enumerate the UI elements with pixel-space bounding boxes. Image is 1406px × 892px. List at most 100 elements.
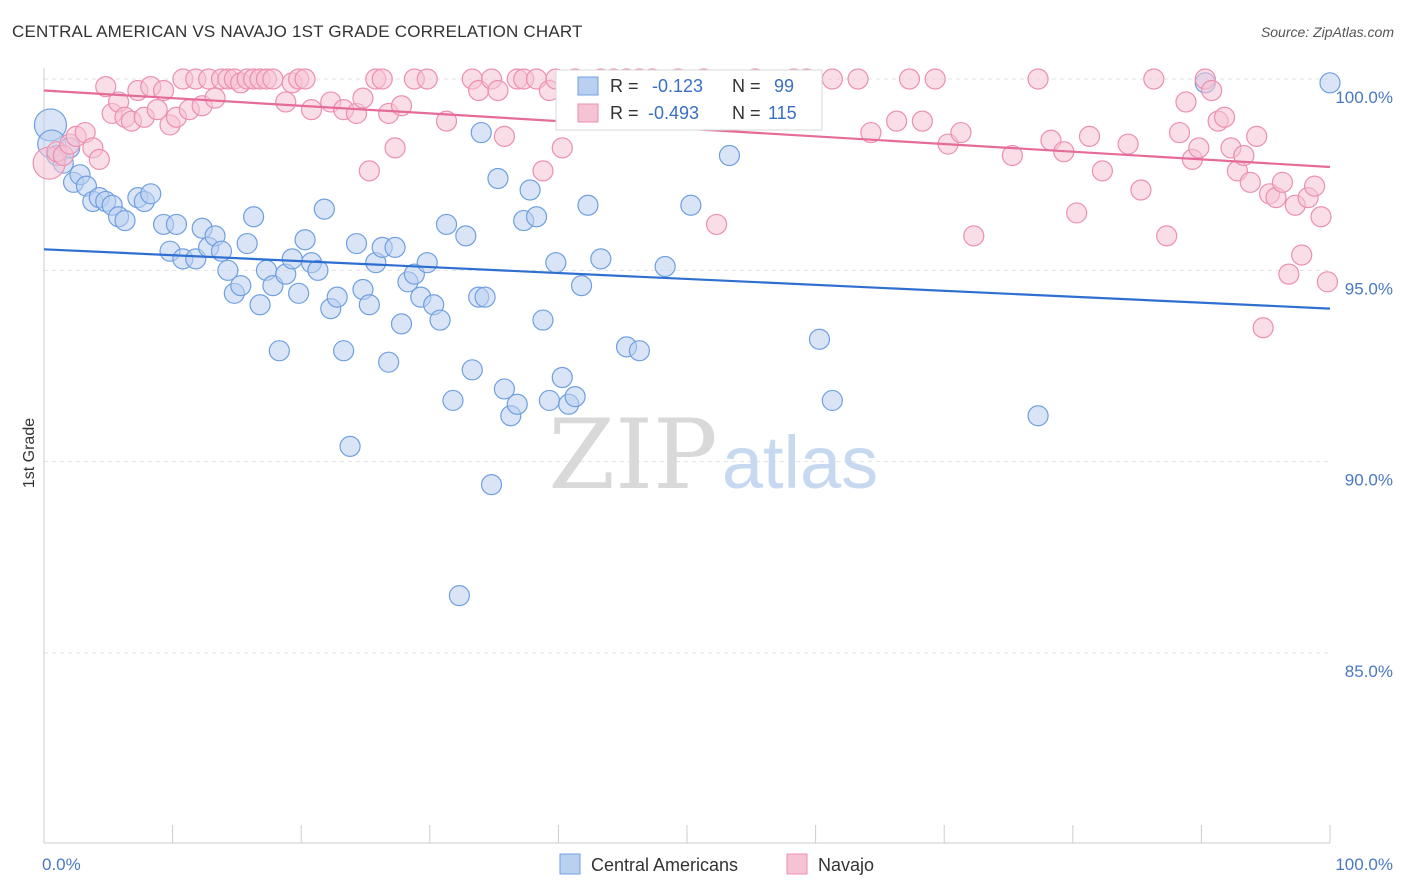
point-navajo-8 [95,76,117,98]
stats-swatch-navajo [577,103,599,123]
point-navajo-78 [847,68,869,90]
point-navajo-51 [416,68,438,90]
point-central-americans-64 [461,359,483,381]
point-central-americans-71 [506,393,528,415]
point-central-americans-92 [808,328,831,350]
point-navajo-94 [1117,133,1139,155]
point-navajo-117 [1291,244,1313,266]
point-navajo-64 [551,137,573,159]
watermark-atlas: atlas [722,421,878,504]
chart-title: CENTRAL AMERICAN VS NAVAJO 1ST GRADE COR… [12,22,583,41]
point-central-americans-68 [487,167,509,190]
point-navajo-101 [1188,137,1210,159]
point-central-americans-37 [288,282,310,304]
point-central-americans-59 [429,309,451,331]
point-central-americans-94 [1027,405,1049,427]
point-navajo-110 [1246,125,1268,147]
point-central-americans-52 [384,236,406,258]
x-tick-label-0: 0.0% [42,855,81,874]
point-central-americans-13 [114,209,136,232]
axes [43,68,1331,844]
chart-source: Source: ZipAtlas.com [1260,24,1394,40]
point-central-americans-62 [448,584,470,607]
point-central-americans-81 [570,275,593,297]
point-navajo-17 [152,79,175,102]
point-central-americans-96 [1319,72,1341,94]
stats-legend: R = -0.123 N = 99 R = -0.493 N = 115 [555,69,823,131]
y-tick-label-1: 95.0% [1345,279,1393,298]
point-central-americans-88 [680,194,702,216]
point-navajo-7 [88,148,110,170]
watermark-zip: ZIP [548,399,717,511]
point-navajo-92 [1078,125,1101,147]
point-central-americans-16 [140,183,162,205]
point-navajo-48 [384,137,406,159]
stats-r-label-2: R = [610,103,639,123]
point-central-americans-66 [474,286,496,308]
point-central-americans-74 [525,206,548,228]
stats-r-value-1: -0.123 [652,76,703,96]
point-navajo-87 [1001,144,1023,167]
x-tick-label-1: 100.0% [1335,855,1393,874]
point-central-americans-78 [551,366,573,389]
point-central-americans-48 [358,294,380,316]
point-navajo-103 [1201,79,1223,102]
point-navajo-85 [950,121,972,144]
legend-label-navajo: Navajo [818,855,874,875]
point-central-americans-43 [326,286,348,308]
point-navajo-86 [963,225,985,247]
point-navajo-43 [352,87,374,109]
point-central-americans-63 [455,225,477,247]
stats-r-label-1: R = [610,76,639,96]
legend-label-central-americans: Central Americans [591,855,738,875]
point-navajo-83 [924,68,946,90]
point-navajo-39 [300,99,323,121]
point-navajo-16 [146,99,168,121]
point-navajo-96 [1143,68,1165,90]
point-navajo-88 [1027,68,1049,90]
point-central-americans-53 [390,313,413,335]
point-central-americans-82 [577,194,599,216]
point-navajo-120 [1310,206,1332,228]
point-navajo-34 [262,68,284,90]
point-navajo-119 [1303,175,1326,197]
point-central-americans-45 [339,435,361,457]
y-tick-label-2: 90.0% [1345,471,1393,490]
point-central-americans-75 [532,309,554,331]
stats-r-value-2: -0.493 [648,103,699,123]
point-central-americans-40 [307,259,329,281]
point-navajo-95 [1130,179,1152,201]
point-navajo-93 [1091,160,1113,182]
series-legend: Central Americans Navajo [559,853,874,875]
data-points [32,68,1341,607]
point-central-americans-93 [821,389,843,412]
point-navajo-77 [821,68,843,90]
point-central-americans-26 [217,259,239,281]
point-central-americans-31 [249,294,271,316]
point-navajo-111 [1252,317,1274,339]
point-navajo-57 [493,125,515,147]
stats-n-label-2: N = [732,103,761,123]
stats-n-label-1: N = [732,76,761,96]
trend-line-central-americans [43,248,1331,310]
point-navajo-44 [358,160,380,182]
point-navajo-91 [1066,202,1088,224]
point-central-americans-90 [718,144,741,167]
point-navajo-61 [532,160,554,182]
point-central-americans-38 [294,229,316,251]
point-central-americans-29 [236,232,258,255]
point-central-americans-73 [519,179,541,201]
y-axis-label: 1st Grade [21,418,38,488]
point-central-americans-61 [442,389,464,412]
point-central-americans-34 [268,340,290,362]
watermark: ZIP atlas [548,399,878,511]
point-central-americans-36 [281,248,303,270]
point-central-americans-19 [165,213,188,236]
stats-legend-box [555,69,823,131]
point-central-americans-41 [313,198,335,220]
point-navajo-115 [1278,263,1300,285]
y-tick-label-3: 85.0% [1345,662,1393,681]
point-navajo-46 [371,68,393,90]
point-navajo-105 [1213,106,1236,128]
